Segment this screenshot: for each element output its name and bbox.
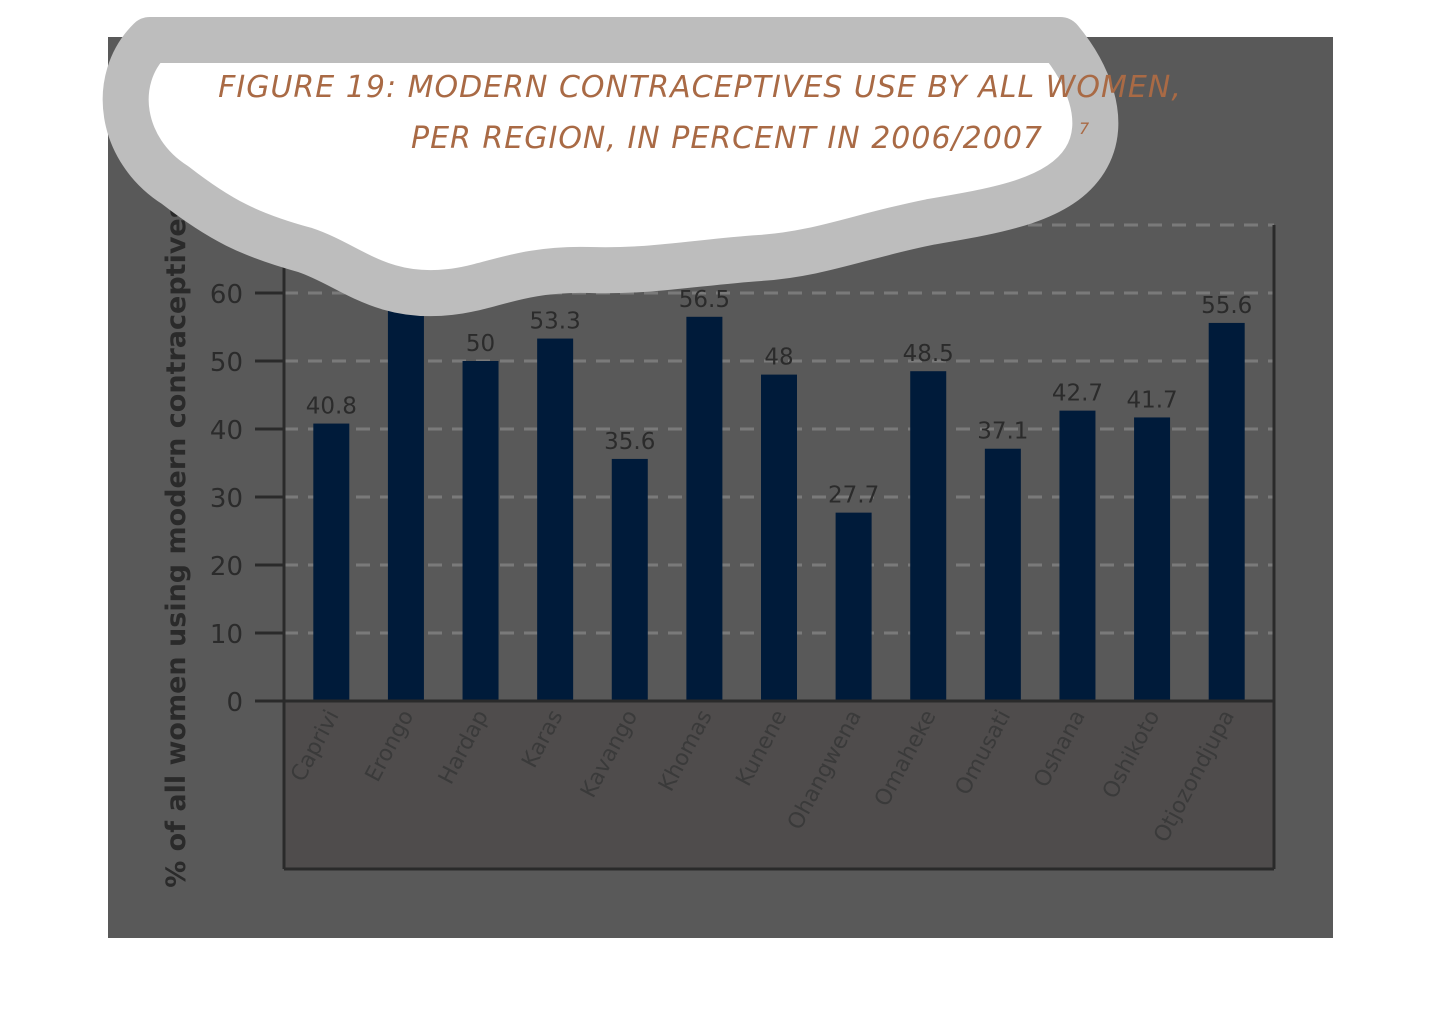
y-tick-label: 40 — [210, 416, 243, 446]
value-label: 48 — [764, 345, 793, 371]
category-band — [284, 701, 1274, 869]
value-label: 27.7 — [828, 483, 879, 509]
y-tick-label: 60 — [210, 280, 243, 310]
bar — [1059, 410, 1096, 701]
value-label: 37.1 — [977, 419, 1028, 445]
y-tick-label: 50 — [210, 348, 243, 378]
bar — [686, 316, 723, 701]
bar — [910, 371, 947, 701]
value-label: 48.5 — [903, 341, 954, 367]
value-label: 50 — [466, 331, 495, 357]
value-label: 40.8 — [306, 394, 357, 420]
value-label: 42.7 — [1052, 381, 1103, 407]
bar — [387, 297, 424, 701]
bar — [462, 361, 499, 701]
y-axis-label: % of all women using modern contraceptiv… — [161, 202, 192, 888]
bar — [1134, 417, 1171, 701]
value-label: 55.6 — [1201, 293, 1252, 319]
axes — [255, 223, 1276, 871]
bar — [313, 423, 350, 701]
value-label: 56.5 — [679, 287, 730, 313]
y-tick-label: 10 — [210, 620, 243, 650]
bar — [537, 338, 574, 701]
value-label: 35.6 — [604, 429, 655, 455]
title-cloud — [102, 17, 1119, 317]
bar — [761, 374, 797, 701]
chart-title: FIGURE 19: MODERN CONTRACEPTIVES USE BY … — [218, 70, 1182, 105]
bar — [1208, 322, 1245, 701]
y-tick-label: 30 — [210, 484, 243, 514]
bar — [835, 512, 872, 701]
chart-subtitle: PER REGION, IN PERCENT IN 2006/2007 — [411, 121, 1043, 156]
bars — [313, 297, 1245, 701]
value-label: 53.3 — [530, 309, 581, 335]
gridlines — [284, 223, 1274, 635]
y-tick-label: 0 — [226, 688, 243, 718]
title-footnote: 7 — [1079, 119, 1090, 138]
value-label: 41.7 — [1126, 387, 1177, 413]
bar — [611, 458, 648, 701]
y-tick-label: 20 — [210, 552, 243, 582]
bar — [984, 448, 1021, 701]
